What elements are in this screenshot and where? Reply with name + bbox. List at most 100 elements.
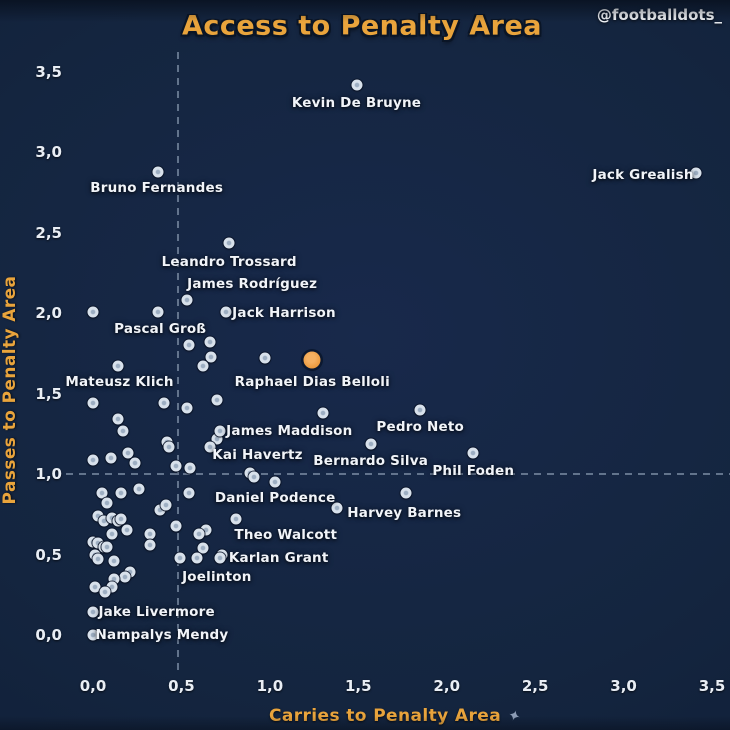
player-label: Nampalys Mendy bbox=[95, 627, 229, 643]
player-label: James Rodríguez bbox=[187, 276, 318, 293]
player-label: Theo Walcott bbox=[234, 527, 338, 544]
x-tick-label: 0,5 bbox=[168, 677, 195, 695]
data-point bbox=[158, 397, 170, 409]
player-label: Daniel Podence bbox=[214, 490, 336, 507]
data-point bbox=[193, 528, 205, 540]
x-tick-label: 0,0 bbox=[79, 677, 107, 695]
player-label: Jack Grealish bbox=[592, 166, 694, 183]
x-axis-title-text: Carries to Penalty Area bbox=[268, 706, 502, 726]
player-label: Jake Livermore bbox=[98, 604, 215, 621]
data-point bbox=[108, 573, 120, 585]
data-point bbox=[121, 524, 133, 536]
data-point bbox=[269, 476, 281, 488]
x-tick-label: 2,0 bbox=[433, 677, 461, 695]
data-point bbox=[106, 581, 118, 593]
y-tick-label: 3,5 bbox=[35, 62, 62, 81]
data-point bbox=[183, 339, 194, 351]
data-point bbox=[690, 167, 702, 179]
data-point bbox=[214, 552, 226, 564]
player-label: Harvey Barnes bbox=[347, 504, 462, 521]
data-point bbox=[331, 502, 343, 514]
data-point bbox=[144, 528, 156, 540]
data-point bbox=[89, 581, 101, 593]
highlighted-data-point bbox=[303, 351, 321, 369]
data-point bbox=[170, 460, 182, 472]
y-tick-label: 3,0 bbox=[35, 143, 62, 162]
data-point bbox=[112, 413, 124, 425]
player-label: Mateusz Klich bbox=[65, 374, 174, 391]
player-label: Pascal Groß bbox=[114, 321, 207, 338]
data-point bbox=[365, 438, 377, 450]
player-label: Phil Foden bbox=[432, 462, 515, 479]
data-point bbox=[214, 425, 226, 437]
data-point bbox=[122, 447, 134, 459]
data-point bbox=[154, 504, 166, 516]
x-tick-label: 3,5 bbox=[698, 677, 726, 695]
data-point bbox=[124, 566, 136, 578]
x-tick-label: 1,5 bbox=[344, 677, 372, 695]
data-point bbox=[133, 483, 145, 495]
player-label: Raphael Dias Belloli bbox=[234, 374, 390, 391]
data-point bbox=[181, 294, 193, 306]
data-point bbox=[181, 402, 193, 414]
player-label: Jack Harrison bbox=[232, 305, 336, 322]
player-label: Kevin De Bruyne bbox=[291, 94, 422, 111]
data-point bbox=[115, 513, 127, 525]
x-tick-label: 1,0 bbox=[256, 677, 284, 695]
data-point bbox=[96, 487, 108, 499]
player-label: Leandro Trossard bbox=[161, 253, 297, 270]
data-point bbox=[87, 629, 99, 641]
player-label: Karlan Grant bbox=[228, 549, 329, 566]
y-tick-label: 0,0 bbox=[35, 626, 62, 644]
player-label: Pedro Neto bbox=[376, 419, 464, 436]
y-tick-label: 1,5 bbox=[35, 384, 62, 403]
data-point bbox=[119, 571, 131, 583]
data-point bbox=[105, 452, 117, 464]
data-point bbox=[92, 510, 104, 522]
data-point bbox=[223, 237, 235, 248]
data-point bbox=[197, 542, 209, 554]
twitter-handle: @footballdots_ bbox=[596, 6, 722, 24]
avg-passes-reference-line bbox=[66, 473, 730, 476]
data-point bbox=[108, 555, 120, 567]
player-label: Bernardo Silva bbox=[313, 453, 429, 470]
x-axis-title: Carries to Penalty Area ✦ bbox=[268, 705, 524, 726]
data-point bbox=[317, 407, 329, 419]
data-point bbox=[204, 336, 216, 348]
data-point bbox=[101, 497, 113, 509]
data-point bbox=[205, 351, 217, 363]
data-point bbox=[351, 79, 363, 91]
player-label: Joelinton bbox=[182, 569, 252, 586]
data-point bbox=[400, 487, 412, 499]
y-tick-label: 1,0 bbox=[35, 465, 62, 484]
x-tick-label: 2,5 bbox=[521, 677, 549, 695]
player-label: James Maddison bbox=[226, 422, 353, 439]
data-point bbox=[414, 404, 426, 416]
data-point bbox=[87, 306, 99, 318]
data-point bbox=[87, 397, 99, 409]
data-point bbox=[170, 520, 182, 532]
data-point bbox=[87, 454, 99, 466]
data-point bbox=[163, 441, 175, 453]
data-point bbox=[99, 586, 111, 598]
data-point bbox=[211, 394, 223, 406]
avg-carries-reference-line bbox=[176, 52, 179, 672]
player-label: Bruno Fernandes bbox=[90, 179, 224, 196]
data-point bbox=[117, 425, 129, 437]
data-point bbox=[98, 515, 110, 527]
chart-title: Access to Penalty Area bbox=[181, 10, 543, 42]
data-point bbox=[112, 360, 124, 372]
data-point bbox=[197, 360, 209, 372]
data-point bbox=[191, 552, 203, 564]
data-point bbox=[184, 462, 196, 474]
data-point bbox=[144, 539, 156, 551]
player-label: Kai Havertz bbox=[212, 446, 303, 463]
data-point bbox=[129, 457, 141, 469]
data-point bbox=[106, 528, 118, 540]
data-point bbox=[87, 606, 99, 618]
y-tick-label: 2,0 bbox=[35, 304, 62, 323]
data-point bbox=[248, 471, 260, 483]
y-tick-label: 2,5 bbox=[35, 223, 62, 242]
